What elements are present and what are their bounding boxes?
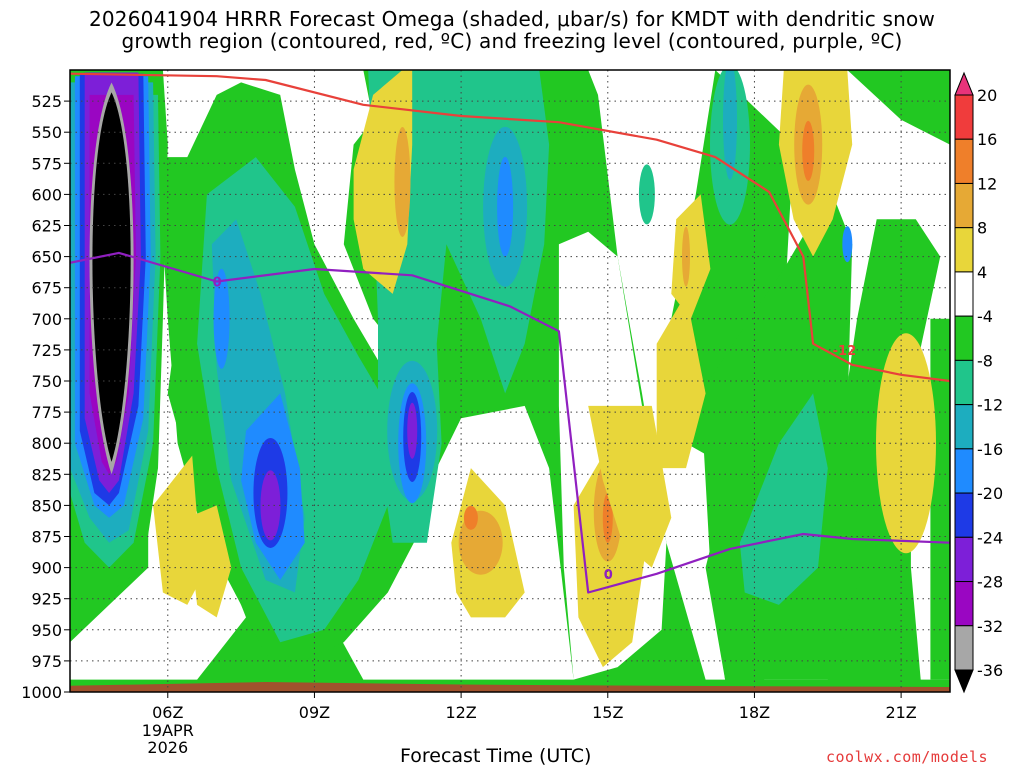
dgz-contour-label: -12 — [833, 344, 857, 359]
colorbar-segment — [954, 138, 974, 184]
omega-region-plus4 — [588, 405, 672, 568]
colorbar-segment — [954, 536, 974, 583]
colorbar-segment — [954, 227, 974, 273]
omega-region-plus4 — [187, 505, 232, 618]
y-tick-label: 750 — [31, 372, 62, 391]
colorbar-bottom-arrow — [954, 669, 974, 694]
credit-text: coolwx.com/models — [826, 748, 989, 766]
x-axis-title: Forecast Time (UTC) — [400, 745, 592, 767]
colorbar-tick-label: -20 — [977, 484, 1003, 503]
y-tick-label: 875 — [31, 528, 62, 547]
y-tick-label: 575 — [31, 154, 62, 173]
y-tick-label: 900 — [31, 559, 62, 578]
colorbar-tick-label: -8 — [977, 351, 993, 370]
colorbar-tick-label: -16 — [977, 440, 1003, 459]
colorbar-tick-label: -36 — [977, 661, 1003, 680]
y-tick-label: 675 — [31, 279, 62, 298]
y-tick-label: 950 — [31, 621, 62, 640]
contour-lines: -12 0 0 — [70, 72, 950, 594]
colorbar-segment — [954, 271, 974, 317]
colorbar-segment — [954, 625, 974, 671]
omega-region-minus16 — [723, 70, 737, 180]
x-tick-label: 06Z — [152, 703, 183, 722]
y-tick-label: 625 — [31, 217, 62, 236]
omega-region-minus28 — [407, 402, 418, 459]
colorbar-tick-label: 8 — [977, 219, 987, 238]
freezing-level-line — [70, 251, 950, 594]
omega-region-minus12 — [739, 393, 828, 605]
x-tick-label: 09Z — [299, 703, 330, 722]
colorbar-segment — [954, 448, 974, 494]
colorbar-tick-label: 4 — [977, 263, 987, 282]
y-tick-label: 850 — [31, 496, 62, 515]
colorbar-segment — [954, 581, 974, 627]
x-date-label: 19APR — [142, 721, 194, 740]
y-tick-label: 600 — [31, 185, 62, 204]
freezing-level-label: 0 — [213, 275, 222, 290]
colorbar-tick-label: 20 — [977, 86, 997, 105]
y-tick-label: 825 — [31, 465, 62, 484]
omega-region-minus20 — [213, 268, 230, 369]
omega-region-plus12 — [802, 120, 815, 181]
chart-title: 2026041904 HRRR Forecast Omega (shaded, … — [0, 8, 1024, 52]
chart-title-line2: growth region (contoured, red, ºC) and f… — [121, 29, 903, 53]
colorbar-segment — [954, 315, 974, 361]
omega-field-sinking — [930, 318, 950, 680]
plot-area — [70, 70, 950, 692]
omega-field-sinking — [700, 194, 862, 680]
colorbar-tick-label: -4 — [977, 307, 993, 326]
colorbar-segment — [954, 359, 974, 406]
y-tick-label: 650 — [31, 248, 62, 267]
omega-region-plus12 — [463, 505, 478, 530]
y-tick-label: 975 — [31, 652, 62, 671]
omega-region-minus20 — [497, 156, 514, 257]
y-tick-label: 925 — [31, 590, 62, 609]
omega-near-zero-region — [329, 70, 730, 680]
omega-region-plus4 — [353, 70, 413, 294]
x-tick-label: 12Z — [445, 703, 476, 722]
grid-lines — [70, 70, 950, 693]
dgz-contour-line — [70, 72, 950, 383]
omega-region-minus12 — [638, 164, 655, 225]
omega-core-black — [92, 92, 131, 462]
colorbar-tick-label: 12 — [977, 174, 997, 193]
chart-title-line1: 2026041904 HRRR Forecast Omega (shaded, … — [88, 7, 936, 31]
colorbar-segment — [954, 182, 974, 229]
y-tick-label: 800 — [31, 434, 62, 453]
colorbar-segment — [954, 94, 974, 140]
colorbar-tick-label: -12 — [977, 396, 1003, 415]
terrain-strip — [70, 682, 950, 692]
y-tick-label: 550 — [31, 123, 62, 142]
colorbar-segment — [954, 404, 974, 450]
omega-region-minus28 — [260, 470, 281, 541]
y-axis: 525 550 575 600 625 650 675 700 725 750 775 800 825 8… — [21, 92, 70, 702]
y-tick-label: 725 — [31, 341, 62, 360]
y-tick-label: 525 — [31, 92, 62, 111]
omega-region-minus20 — [842, 226, 853, 263]
omega-region-plus8 — [394, 126, 411, 237]
colorbar-tick-label: -28 — [977, 573, 1003, 592]
freezing-level-label: 0 — [604, 568, 613, 583]
colorbar-top-arrow — [954, 71, 974, 96]
y-tick-label: 700 — [31, 310, 62, 329]
x-date-label: 2026 — [147, 738, 188, 757]
x-tick-label: 21Z — [885, 703, 916, 722]
y-tick-label: 775 — [31, 403, 62, 422]
colorbar-tick-label: -24 — [977, 528, 1003, 547]
x-tick-label: 18Z — [739, 703, 770, 722]
colorbar-segment — [954, 492, 974, 538]
colorbar: 20 16 12 8 4 -4 -8 -12 -16 -20 -24 -28 -32 -36 — [954, 71, 1003, 694]
colorbar-tick-label: -32 — [977, 617, 1003, 636]
y-tick-label: 1000 — [21, 683, 62, 702]
colorbar-tick-label: 16 — [977, 130, 997, 149]
x-tick-label: 15Z — [592, 703, 623, 722]
